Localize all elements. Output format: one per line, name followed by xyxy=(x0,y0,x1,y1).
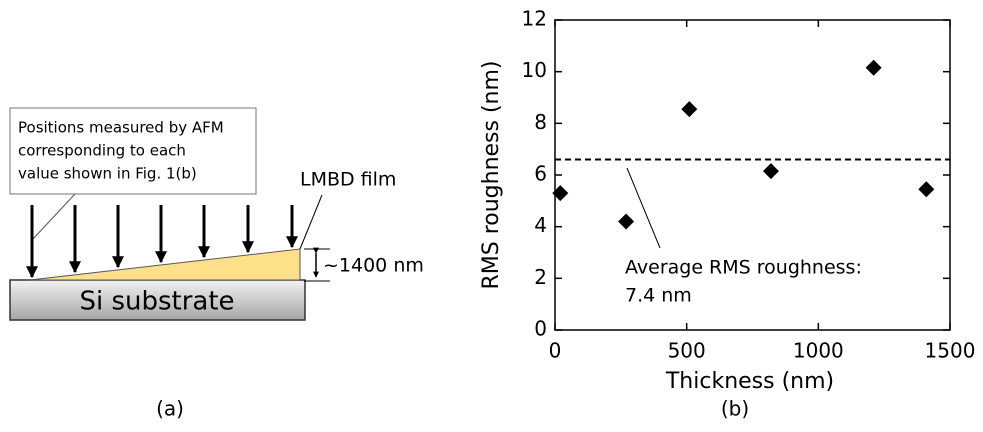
plot-frame xyxy=(554,19,951,331)
x-tick-label: 1000 xyxy=(793,339,844,363)
point xyxy=(865,59,882,76)
point xyxy=(552,185,569,202)
film-leader xyxy=(299,194,323,250)
y-tick-label: 10 xyxy=(522,58,547,82)
y-tick-label: 2 xyxy=(534,265,547,289)
substrate-label: Si substrate xyxy=(79,287,234,317)
y-tick-label: 8 xyxy=(534,110,547,134)
point xyxy=(762,163,779,180)
callout-box xyxy=(9,107,257,195)
callout-text: Positions measured by AFM xyxy=(18,119,224,137)
film-label: LMBD film xyxy=(300,169,396,191)
y-tick-label: 6 xyxy=(534,162,547,186)
y-axis-label: RMS roughness (nm) xyxy=(479,60,504,289)
leader-line xyxy=(31,193,76,241)
point xyxy=(681,101,698,118)
diagram: Si substrate Positions measured by AFM c… xyxy=(9,107,424,321)
annotation: 7.4 nm xyxy=(625,285,692,307)
y-tick-label: 4 xyxy=(534,213,547,237)
caption: (a) xyxy=(156,397,184,421)
callout-text: corresponding to each xyxy=(18,142,186,160)
caption: (b) xyxy=(721,397,749,421)
annotation-leader xyxy=(626,167,661,249)
y-tick-label: 0 xyxy=(534,317,547,341)
film xyxy=(29,248,301,281)
callout-text: value shown in Fig. 1(b) xyxy=(18,165,197,183)
point xyxy=(618,213,635,230)
y-tick-label: 12 xyxy=(522,7,547,31)
substrate xyxy=(9,279,306,321)
x-axis-label: Thickness (nm) xyxy=(665,369,834,394)
point xyxy=(918,181,935,198)
x-tick-label: 0 xyxy=(549,339,562,363)
thickness-label: ~1400 nm xyxy=(323,255,424,277)
x-tick-label: 500 xyxy=(668,339,706,363)
x-tick-label: 1500 xyxy=(925,339,976,363)
annotation: Average RMS roughness: xyxy=(625,257,862,279)
arrows xyxy=(26,205,298,279)
